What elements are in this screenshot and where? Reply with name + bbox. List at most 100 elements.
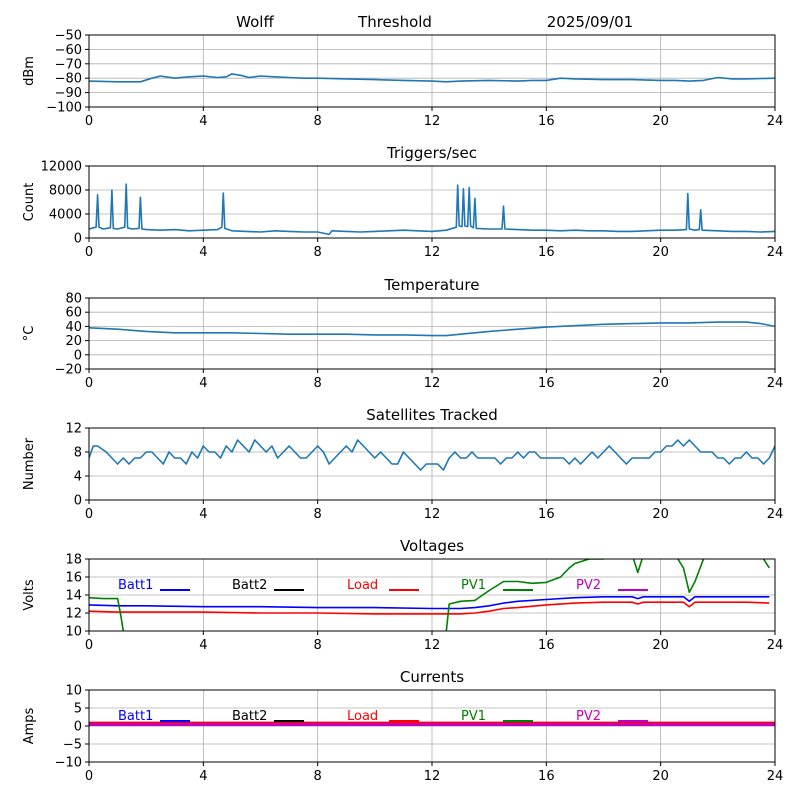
x-tick-label-satellites-2: 8 [314, 507, 322, 522]
header-right: 2025/09/01 [547, 13, 633, 31]
x-tick-label-triggers-2: 8 [314, 245, 322, 260]
subplot-title-temperature: Temperature [383, 276, 479, 294]
y-tick-label-triggers-2: 8000 [49, 184, 82, 199]
x-tick-label-signal-3: 12 [424, 114, 441, 129]
series-line-voltages-batt1 [89, 595, 770, 610]
y-tick-label-triggers-0: 0 [74, 232, 82, 247]
x-tick-label-triggers-3: 12 [424, 245, 441, 260]
subplot-title-voltages: Voltages [400, 537, 464, 555]
header-middle: Threshold [357, 13, 432, 31]
y-tick-label-currents-1: −5 [63, 738, 82, 753]
x-tick-label-temperature-1: 4 [199, 376, 207, 391]
x-tick-label-temperature-5: 20 [652, 376, 669, 391]
x-tick-label-temperature-6: 24 [767, 376, 784, 391]
x-tick-label-voltages-2: 8 [314, 638, 322, 653]
x-tick-label-triggers-4: 16 [538, 245, 555, 260]
y-tick-label-voltages-1: 12 [65, 607, 82, 622]
legend-label-currents-batt2: Batt2 [232, 709, 267, 724]
x-tick-label-signal-5: 20 [652, 114, 669, 129]
legend-label-currents-pv1: PV1 [461, 709, 486, 724]
y-tick-label-signal-5: −50 [55, 29, 82, 44]
y-tick-label-currents-4: 10 [65, 684, 82, 699]
legend-label-voltages-batt1: Batt1 [118, 578, 153, 593]
subplot-signal: 0 4 8 12 16 20 24 −100−90−80−70−60−50 dBm [22, 29, 783, 130]
x-tick-label-temperature-3: 12 [424, 376, 441, 391]
subplot-title-satellites: Satellites Tracked [366, 406, 497, 424]
y-tick-label-temperature-4: 60 [65, 306, 82, 321]
x-tick-label-voltages-6: 24 [767, 638, 784, 653]
subplot-title-triggers: Triggers/sec [386, 144, 477, 162]
x-tick-label-satellites-4: 16 [538, 507, 555, 522]
x-tick-label-temperature-4: 16 [538, 376, 555, 391]
x-tick-label-satellites-5: 20 [652, 507, 669, 522]
series-line-voltages-load [89, 601, 770, 615]
x-tick-label-voltages-0: 0 [85, 638, 93, 653]
y-tick-label-signal-0: −100 [46, 101, 82, 116]
y-tick-label-temperature-2: 20 [65, 334, 82, 349]
x-tick-label-temperature-2: 8 [314, 376, 322, 391]
x-tick-label-satellites-1: 4 [199, 507, 207, 522]
y-tick-label-currents-3: 5 [74, 702, 82, 717]
y-axis-label-temperature: °C [22, 326, 37, 342]
y-tick-label-satellites-1: 4 [74, 470, 82, 485]
x-tick-label-currents-1: 4 [199, 769, 207, 784]
subplot-satellites: 0 4 8 12 16 20 24 0 4 8 12 Satellites Tracked Number [22, 406, 783, 522]
y-tick-label-satellites-0: 0 [74, 494, 82, 509]
x-tick-label-voltages-1: 4 [199, 638, 207, 653]
legend-label-voltages-batt2: Batt2 [232, 578, 267, 593]
y-tick-label-triggers-3: 12000 [41, 160, 82, 175]
y-tick-label-satellites-3: 12 [65, 422, 82, 437]
y-tick-label-temperature-1: 0 [74, 348, 82, 363]
x-tick-label-satellites-0: 0 [85, 507, 93, 522]
legend-label-currents-pv2: PV2 [576, 709, 601, 724]
x-tick-label-triggers-5: 20 [652, 245, 669, 260]
y-tick-label-currents-2: 0 [74, 720, 82, 735]
subplot-triggers: 0 4 8 12 16 20 24 0 4000 8000 12000 Triggers/sec Cou… [22, 144, 783, 260]
x-tick-label-currents-6: 24 [767, 769, 784, 784]
subplot-currents: 0 4 8 12 16 20 24 −10 −5 0 5 10 Currents Amps Batt1 Bat… [22, 668, 783, 784]
y-tick-label-currents-0: −10 [55, 756, 82, 771]
series-line-satellites-0 [89, 439, 775, 471]
subplot-voltages: 0 4 8 12 16 20 24 10 12 14 16 18 Voltages Volts Batt1 B… [22, 537, 783, 653]
legend-label-voltages-pv1: PV1 [461, 578, 486, 593]
x-tick-label-currents-2: 8 [314, 769, 322, 784]
y-axis-label-currents: Amps [22, 707, 37, 744]
series-line-voltages-pv1 [89, 559, 770, 631]
subplot-title-currents: Currents [400, 668, 464, 686]
x-tick-label-currents-4: 16 [538, 769, 555, 784]
y-tick-label-triggers-1: 4000 [49, 208, 82, 223]
series-line-signal-0 [89, 73, 775, 83]
y-tick-label-voltages-3: 16 [65, 571, 82, 586]
y-tick-label-voltages-4: 18 [65, 553, 82, 568]
x-tick-label-triggers-0: 0 [85, 245, 93, 260]
x-tick-label-currents-3: 12 [424, 769, 441, 784]
y-tick-label-signal-4: −60 [55, 43, 82, 58]
y-tick-label-satellites-2: 8 [74, 446, 82, 461]
x-tick-label-temperature-0: 0 [85, 376, 93, 391]
x-tick-label-triggers-6: 24 [767, 245, 784, 260]
y-tick-label-voltages-0: 10 [65, 625, 82, 640]
x-tick-label-voltages-4: 16 [538, 638, 555, 653]
y-tick-label-signal-2: −80 [55, 72, 82, 87]
y-tick-label-voltages-2: 14 [65, 589, 82, 604]
x-tick-label-signal-6: 24 [767, 114, 784, 129]
x-tick-label-voltages-5: 20 [652, 638, 669, 653]
y-axis-label-signal: dBm [22, 56, 37, 86]
x-tick-label-signal-4: 16 [538, 114, 555, 129]
y-axis-label-triggers: Count [22, 183, 37, 222]
y-axis-label-satellites: Number [22, 437, 37, 490]
header-left: Wolff [236, 13, 274, 31]
y-tick-label-temperature-3: 40 [65, 320, 82, 335]
legend-label-currents-batt1: Batt1 [118, 709, 153, 724]
x-tick-label-satellites-6: 24 [767, 507, 784, 522]
x-tick-label-currents-0: 0 [85, 769, 93, 784]
x-tick-label-signal-0: 0 [85, 114, 93, 129]
x-tick-label-signal-1: 4 [199, 114, 207, 129]
y-tick-label-temperature-5: 80 [65, 292, 82, 307]
legend-label-voltages-pv2: PV2 [576, 578, 601, 593]
y-tick-label-temperature-0: −20 [55, 363, 82, 378]
x-tick-label-currents-5: 20 [652, 769, 669, 784]
legend-label-voltages-load: Load [347, 578, 378, 593]
